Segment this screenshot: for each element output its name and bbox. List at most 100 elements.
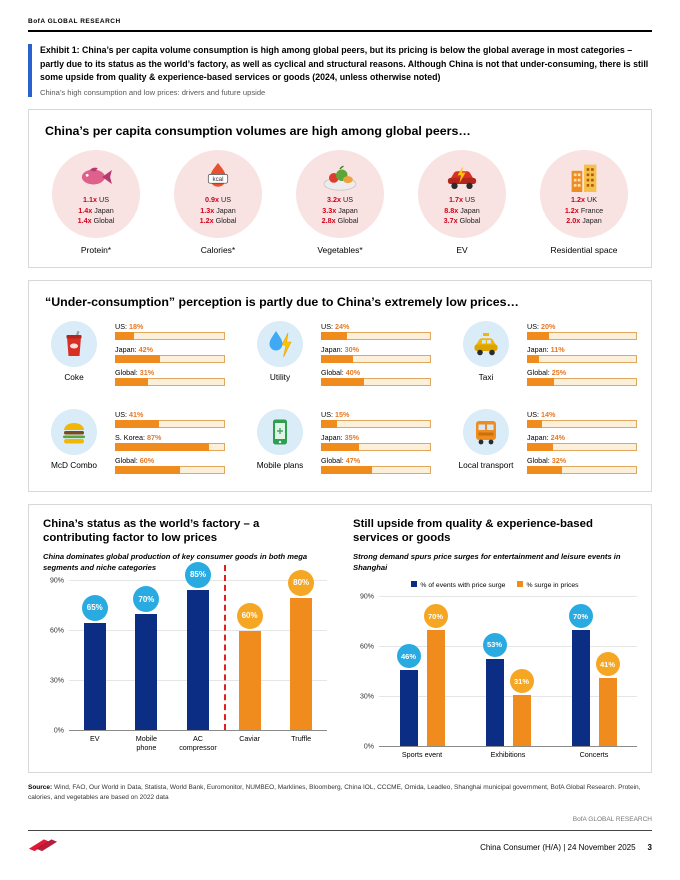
exhibit-text-block: Exhibit 1: China’s per capita volume con… (40, 44, 652, 97)
volume-item-protein: 1.1x US 1.4x Japan 1.4x Global Protein* (43, 149, 149, 255)
bar-fill (115, 466, 180, 475)
bar-track (527, 332, 637, 341)
coke-cup-icon (51, 320, 97, 367)
volume-item-residential: 1.2x UK 1.2x France 2.0x Japan Residenti… (531, 149, 637, 255)
x-label: EV (90, 734, 100, 744)
y-axis: 0% 30% 60% 90% (43, 578, 69, 735)
price-item-mobile-plans: Mobile plans US: 15% Japan: 35% Global: … (249, 408, 431, 479)
volume-circle: 1.2x UK 1.2x France 2.0x Japan (540, 149, 628, 238)
price-bar-row: Global: 60% (115, 456, 225, 475)
volume-item-ev: 1.7x US 8.8x Japan 3.7x Global EV (409, 149, 515, 255)
legend-item: % surge in prices (517, 581, 579, 589)
price-bar-row: Global: 31% (115, 368, 225, 387)
volume-label: Vegetables* (317, 244, 363, 255)
bar-fill (115, 355, 161, 364)
bar-fill (115, 420, 160, 429)
price-label: Coke (64, 371, 84, 382)
x-label: Sports event (401, 750, 443, 760)
stat-line: 2.8x Global (321, 216, 359, 226)
bar (83, 622, 106, 731)
bar-fill (321, 420, 338, 429)
price-item-mcd-combo: McD Combo US: 41% S. Korea: 87% Global: … (43, 408, 225, 479)
price-item-left: Coke (43, 320, 105, 391)
chart-legend: % of events with price surge % surge in … (353, 581, 637, 589)
red-dashed-separator (223, 565, 226, 731)
vegetables-plate-icon (322, 161, 358, 193)
bar-fill (321, 332, 347, 341)
x-label: Exhibitions (490, 750, 526, 760)
charts-section: China’s status as the world’s factory – … (28, 503, 652, 773)
fish-icon (78, 161, 114, 193)
price-item-left: Taxi (455, 320, 517, 391)
bar-fill (527, 466, 562, 475)
bar-track (115, 332, 225, 341)
plot-area: 0% 30% 60% 90% 46% (353, 593, 637, 751)
gridline (379, 645, 637, 647)
bar-slot: 46% (396, 597, 421, 747)
stat-line: 3.3x Japan (322, 205, 358, 215)
bar-slot: 41% (595, 597, 620, 747)
volume-label: EV (456, 244, 468, 255)
chart-subtitle: China dominates global production of key… (43, 552, 308, 572)
volume-label: Residential space (550, 244, 618, 255)
bar (186, 589, 209, 731)
chart-subtitle: Strong demand spurs price surges for ent… (353, 552, 621, 572)
footer-text: China Consumer (H/A) | 24 November 2025 … (480, 843, 652, 852)
ev-car-icon (444, 161, 480, 193)
exhibit-subtitle: China’s high consumption and low prices:… (40, 87, 266, 97)
bar-fill (527, 332, 549, 341)
chart-title: Still upside from quality & experience-b… (353, 517, 593, 545)
price-label: McD Combo (50, 459, 98, 470)
stat-line: 1.1x US (83, 195, 109, 205)
value-bubble: 85% (184, 561, 211, 588)
bar-track (115, 420, 225, 429)
stat-line: 0.9x US (205, 195, 231, 205)
stat-line: 3.2x US (327, 195, 353, 205)
plot-area: 0% 30% 60% 90% 65% 70% (43, 561, 327, 735)
price-bar-row: S. Korea: 87% (115, 433, 225, 452)
y-tick: 0% (53, 727, 64, 735)
bar (426, 630, 445, 747)
bar-slot-ev: 65% (76, 581, 114, 731)
stat-line: 1.7x US (449, 195, 475, 205)
price-bar-row: Japan: 11% (527, 345, 637, 364)
x-label: AC compressor (179, 734, 217, 752)
bar (485, 658, 504, 747)
bar-fill (321, 355, 354, 364)
y-tick: 0% (363, 743, 374, 751)
value-bubble: 31% (509, 669, 534, 693)
price-bar-row: Global: 32% (527, 456, 637, 475)
price-item-left: Mobile plans (249, 408, 311, 479)
y-tick: 90% (359, 593, 374, 601)
bar (598, 678, 617, 747)
gridline (379, 695, 637, 697)
stat-line: 1.4x Japan (78, 205, 114, 215)
price-bar-row: US: 14% (527, 410, 637, 429)
chart-world-factory: China’s status as the world’s factory – … (43, 517, 327, 760)
price-bar-row: US: 18% (115, 322, 225, 341)
stat-line: 1.4x Global (77, 216, 115, 226)
bar-track (527, 378, 637, 387)
bar-track (527, 355, 637, 364)
bar-slot-truffle: 80% (282, 569, 320, 731)
price-label: Utility (269, 371, 291, 382)
bar-fill (321, 378, 365, 387)
legend-swatch-navy (411, 581, 418, 588)
buildings-icon (566, 161, 602, 193)
bar-track (527, 443, 637, 452)
bar-track (115, 355, 225, 364)
bar-slot: 31% (509, 597, 534, 747)
bar-track (527, 466, 637, 475)
price-item-left: McD Combo (43, 408, 105, 479)
price-bar-row: US: 41% (115, 410, 225, 429)
price-item-local-transport: Local transport US: 14% Japan: 24% Globa… (455, 408, 637, 479)
price-bar-row: Japan: 35% (321, 433, 431, 452)
x-label: Mobile phone (135, 734, 157, 752)
stat-line: 1.2x Global (199, 216, 237, 226)
price-item-left: Utility (249, 320, 311, 391)
kcal-text: kcal (213, 176, 224, 183)
price-bar-row: US: 24% (321, 322, 431, 341)
brand-top: BofA GLOBAL RESEARCH (28, 18, 121, 25)
bar (399, 670, 418, 747)
